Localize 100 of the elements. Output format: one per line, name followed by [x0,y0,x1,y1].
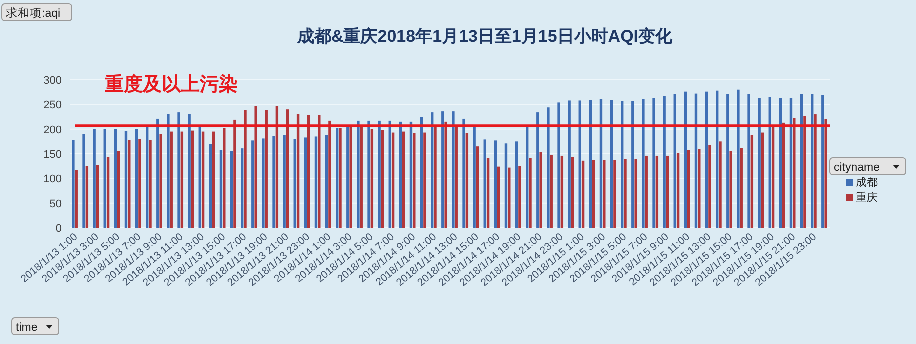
bar [624,159,627,228]
x-axis-title: time [16,322,38,334]
bar [772,126,775,228]
bar [750,135,754,228]
ref-line-label: 重度及以上污染 [104,73,238,96]
bar [779,98,782,228]
bar [388,120,392,228]
bar [167,114,170,228]
bar [656,156,659,228]
y-tick-label: 200 [44,124,62,136]
bar [381,130,384,228]
bar [560,156,564,228]
bar [420,117,424,228]
bar [540,152,542,228]
bar [726,94,730,228]
bar [156,118,160,228]
bar [360,127,363,228]
bar [582,160,585,228]
bar [536,112,540,228]
bar [431,112,434,228]
bar [642,99,645,228]
bar [558,102,560,228]
bar [782,122,786,228]
bar [96,165,100,228]
bar [209,144,212,228]
y-axis-title: 求和项:aqi [6,7,61,20]
bar [262,138,265,228]
bar [529,158,532,228]
bar [160,134,162,228]
bar [75,170,78,228]
bar [768,97,772,228]
bar [399,122,402,228]
bar [357,120,360,228]
bar [339,128,342,228]
bar [800,94,804,228]
bar [244,110,247,228]
bar [811,94,814,228]
bar [254,106,258,228]
bar [592,160,596,228]
bar [804,116,806,228]
bar [378,120,381,228]
bar [494,140,498,228]
bar [568,100,571,228]
bar [410,122,413,228]
bar [508,168,511,228]
y-tick-label: 300 [44,75,62,87]
bar [705,92,708,228]
bar [124,131,128,228]
bar [370,129,374,228]
bar [603,160,606,228]
bar [688,150,690,228]
legend-label: 成都 [856,176,878,189]
bar [114,129,118,228]
bar [455,126,458,228]
bar [484,140,486,228]
bar [676,153,680,228]
bar [610,100,614,228]
bar [283,135,286,228]
bar [719,142,722,228]
bar [286,110,290,228]
bar [684,92,688,228]
bar [104,129,106,228]
bar [621,101,624,228]
bar [518,166,522,228]
bar [135,129,138,228]
bar [716,90,719,228]
y-tick-label: 100 [44,174,62,186]
bar [413,133,416,228]
bar [550,154,553,228]
y-tick-label: 50 [50,198,62,210]
bar [666,156,670,228]
bar [571,157,574,228]
bar [462,118,466,228]
bar [234,120,236,228]
bar [318,115,321,228]
bar [645,156,648,228]
bar [252,140,254,228]
y-tick-label: 150 [44,149,62,161]
legend-title: cityname [834,162,880,174]
bar [368,120,370,228]
bar [758,98,761,228]
bar [824,119,828,228]
bar [694,94,698,228]
bar [486,158,490,228]
bar [515,142,518,228]
bar [632,101,634,228]
bar [308,115,310,228]
bar [146,126,149,228]
bar [180,132,184,228]
bar [434,127,437,228]
bar [265,110,268,228]
chart-title: 成都&重庆2018年1月13日至1月15日小时AQI变化 [296,27,674,46]
bar [149,140,152,228]
bar [170,132,173,228]
legend-label: 重庆 [856,191,878,204]
bar [212,132,216,228]
bar [473,126,476,228]
bar [276,106,279,228]
bar [72,140,75,228]
y-tick-label: 250 [44,100,62,112]
